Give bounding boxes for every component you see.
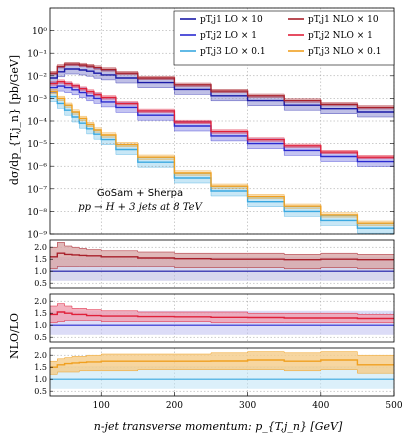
x-axis-label: n-jet transverse momentum: p_{T,j_n} [Ge… (94, 420, 343, 433)
series-band-edge-down-2 (50, 90, 394, 167)
ratio-nlo-edge-down-2 (50, 369, 394, 375)
x-tick-label-4: 500 (385, 401, 402, 411)
ratio-frame-0 (49, 239, 395, 289)
ratio-nlo-line-2 (50, 359, 394, 368)
ratio-frame-1 (49, 293, 395, 343)
legend-label-5: pT,j3 NLO × 0.1 (308, 47, 382, 57)
main-series-lines (50, 62, 394, 234)
y-axis-label: dσ/dp_{T,j_n} [pb/GeV] (8, 55, 21, 185)
y-tick-label-8: 10⁻¹ (27, 50, 47, 60)
ratio-nlo-edge-up-2 (50, 351, 394, 362)
series-line-3 (50, 81, 394, 158)
ratio-panels (50, 242, 394, 389)
ratio-nlo-band-2 (50, 351, 394, 375)
legend: pT,j1 LO × 10 pT,j1 NLO × 10 pT,j2 LO × 1 p… (173, 10, 395, 66)
ratio-tick-label-1-1: 1.0 (34, 321, 47, 330)
ratio-tick-label-2-3: 2.0 (34, 351, 47, 360)
legend-label-4: pT,j3 LO × 0.1 (200, 47, 266, 57)
series-line-5 (50, 90, 394, 224)
ratio-tick-label-1-2: 1.5 (34, 309, 47, 318)
ratio-tick-label-2-2: 1.5 (34, 363, 47, 372)
legend-label-2: pT,j2 LO × 1 (200, 31, 257, 41)
ratio-nlo-edge-up-1 (50, 303, 394, 315)
series-band-edge-down-1 (50, 65, 394, 110)
annotation-generator: GoSam + Sherpa (97, 188, 183, 199)
y-tick-label-5: 10⁻⁴ (27, 118, 47, 128)
ratio-lo-band-2 (50, 366, 394, 389)
ratio-frame-2 (49, 347, 395, 397)
ratio-tick-label-0-0: 0.5 (34, 279, 47, 288)
series-line-1 (50, 63, 394, 109)
legend-label-0: pT,j1 LO × 10 (200, 15, 263, 25)
ratio-nlo-band-0 (50, 242, 394, 269)
y-tick-label-0: 10⁻⁹ (27, 231, 47, 241)
ratio-tick-label-2-0: 0.5 (34, 387, 47, 396)
y-tick-label-3: 10⁻⁶ (27, 163, 47, 173)
legend-box (173, 10, 395, 66)
ratio-nlo-edge-up-0 (50, 242, 394, 255)
y-tick-label-7: 10⁻² (27, 72, 47, 82)
ratio-nlo-line-1 (50, 311, 394, 320)
series-band-edge-down-0 (50, 73, 394, 118)
x-tick-label-0: 100 (93, 401, 110, 411)
ratio-y-axis-label: NLO/LO (8, 313, 21, 359)
series-line-0 (50, 68, 394, 113)
ratio-nlo-line-0 (50, 252, 394, 261)
ratio-nlo-edge-down-0 (50, 266, 394, 270)
x-tick-label-2: 300 (239, 401, 256, 411)
y-tick-label-6: 10⁻³ (27, 95, 47, 105)
ratio-tick-label-1-3: 2.0 (34, 297, 47, 306)
ratio-tick-label-0-2: 1.5 (34, 255, 47, 264)
ratio-tick-label-0-1: 1.0 (34, 267, 47, 276)
y-tick-label-4: 10⁻⁵ (27, 140, 47, 150)
ticks: 10⁻⁹ 10⁻⁸ 10⁻⁷ 10⁻⁶ 10⁻⁵ 10⁻⁴ 10⁻³ 10⁻² 10⁻¹ 10⁰ 0… (27, 27, 403, 411)
ratio-tick-label-2-1: 1.0 (34, 375, 47, 384)
y-tick-label-9: 10⁰ (32, 27, 47, 37)
legend-label-3: pT,j2 NLO × 1 (308, 31, 373, 41)
annotation-process: pp → H + 3 jets at 8 TeV (78, 202, 203, 213)
ratio-nlo-edge-down-1 (50, 320, 394, 324)
ratio-tick-label-0-3: 2.0 (34, 243, 47, 252)
legend-label-1: pT,j1 NLO × 10 (308, 15, 379, 25)
x-tick-label-3: 400 (312, 401, 329, 411)
ratio-tick-label-1-0: 0.5 (34, 333, 47, 342)
y-tick-label-2: 10⁻⁷ (27, 185, 47, 195)
y-tick-label-1: 10⁻⁸ (27, 208, 47, 218)
x-tick-label-1: 200 (166, 401, 183, 411)
series-band-1 (50, 62, 394, 109)
